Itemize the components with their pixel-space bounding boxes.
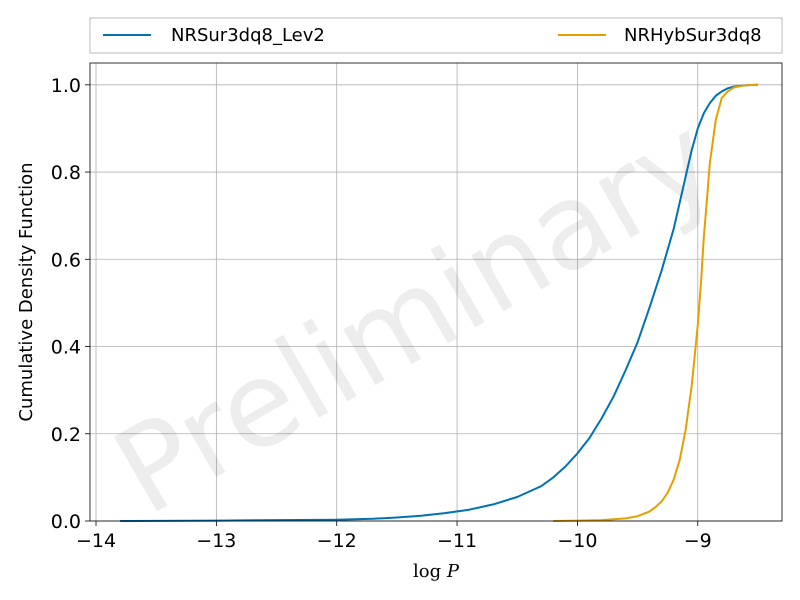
series-line-nrsur3dq8-lev2 [120,83,758,522]
legend: NRSur3dq8_Lev2 NRHybSur3dq8 [89,17,783,54]
x-tick-label: −13 [196,530,236,552]
x-tick-label: −9 [684,530,712,552]
x-axis-label-var: P [446,561,460,582]
x-tick-label: −11 [437,530,477,552]
y-tick-label: 1.0 [51,75,81,97]
legend-box [89,17,783,54]
x-tick-label: −14 [76,530,116,552]
series-line-nrhybsur3dq8 [553,83,758,522]
y-tick-label: 0.0 [51,511,81,533]
legend-label-nrsur3dq8-lev2: NRSur3dq8_Lev2 [171,25,325,46]
y-tick-label: 0.6 [51,249,81,271]
plot-frame [89,62,783,522]
grid [90,63,782,522]
x-tick-label: −10 [557,530,597,552]
x-axis-label-fn: log [413,561,441,582]
y-axis-label: Cumulative Density Function [16,162,37,421]
series-layer [120,83,758,522]
y-tick-label: 0.4 [51,337,81,359]
legend-label-nrhybsur3dq8: NRHybSur3dq8 [624,25,762,46]
x-axis-label: log P [413,561,460,582]
y-tick-label: 0.2 [51,424,81,446]
x-tick-label: −12 [317,530,357,552]
y-tick-label: 0.8 [51,162,81,184]
axes: −14 −13 −12 −11 −10 −9 0.0 0.2 0.4 0.6 0.8 1.0 [51,75,712,552]
